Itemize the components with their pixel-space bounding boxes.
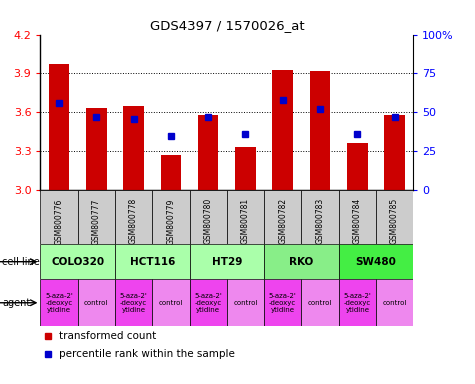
Bar xyxy=(152,190,190,244)
Bar xyxy=(40,244,115,279)
Bar xyxy=(115,279,152,326)
Text: GSM800784: GSM800784 xyxy=(353,198,362,245)
Text: HT29: HT29 xyxy=(212,257,242,267)
Text: control: control xyxy=(84,300,108,306)
Text: GSM800780: GSM800780 xyxy=(204,198,213,245)
Bar xyxy=(40,279,77,326)
Bar xyxy=(339,190,376,244)
Bar xyxy=(190,244,264,279)
Bar xyxy=(152,279,190,326)
Text: transformed count: transformed count xyxy=(59,331,156,341)
Bar xyxy=(264,244,339,279)
Text: GSM800783: GSM800783 xyxy=(315,198,324,245)
Text: 5-aza-2'
-deoxyc
ytidine: 5-aza-2' -deoxyc ytidine xyxy=(343,293,371,313)
Text: GSM800779: GSM800779 xyxy=(166,198,175,245)
Bar xyxy=(339,279,376,326)
Bar xyxy=(115,190,152,244)
Text: agent: agent xyxy=(2,298,30,308)
Bar xyxy=(190,279,227,326)
Text: control: control xyxy=(159,300,183,306)
Bar xyxy=(347,143,368,190)
Text: GSM800781: GSM800781 xyxy=(241,198,250,244)
Bar xyxy=(301,279,339,326)
Text: control: control xyxy=(382,300,407,306)
Bar xyxy=(235,147,256,190)
Bar xyxy=(264,190,302,244)
Text: GSM800782: GSM800782 xyxy=(278,198,287,244)
Text: RKO: RKO xyxy=(289,257,314,267)
Bar xyxy=(40,190,77,244)
Text: COLO320: COLO320 xyxy=(51,257,104,267)
Text: GSM800776: GSM800776 xyxy=(55,198,64,245)
Text: percentile rank within the sample: percentile rank within the sample xyxy=(59,349,235,359)
Bar xyxy=(227,279,264,326)
Bar xyxy=(86,108,106,190)
Title: GDS4397 / 1570026_at: GDS4397 / 1570026_at xyxy=(150,19,304,32)
Bar xyxy=(161,155,181,190)
Text: 5-aza-2'
-deoxyc
ytidine: 5-aza-2' -deoxyc ytidine xyxy=(45,293,73,313)
Text: control: control xyxy=(233,300,257,306)
Bar xyxy=(124,106,144,190)
Text: GSM800785: GSM800785 xyxy=(390,198,399,245)
Text: cell line: cell line xyxy=(2,257,40,267)
Bar xyxy=(376,190,413,244)
Bar xyxy=(190,190,227,244)
Bar xyxy=(198,115,218,190)
Text: SW480: SW480 xyxy=(355,257,397,267)
Bar xyxy=(264,279,302,326)
Text: control: control xyxy=(308,300,332,306)
Bar xyxy=(77,279,115,326)
Bar xyxy=(384,115,405,190)
Text: 5-aza-2'
-deoxyc
ytidine: 5-aza-2' -deoxyc ytidine xyxy=(120,293,147,313)
Bar xyxy=(301,190,339,244)
Bar xyxy=(49,65,69,190)
Bar xyxy=(77,190,115,244)
Bar xyxy=(273,70,293,190)
Bar xyxy=(227,190,264,244)
Text: 5-aza-2'
-deoxyc
ytidine: 5-aza-2' -deoxyc ytidine xyxy=(194,293,222,313)
Bar xyxy=(310,71,330,190)
Bar xyxy=(339,244,413,279)
Bar xyxy=(376,279,413,326)
Text: 5-aza-2'
-deoxyc
ytidine: 5-aza-2' -deoxyc ytidine xyxy=(269,293,296,313)
Text: GSM800778: GSM800778 xyxy=(129,198,138,245)
Text: GSM800777: GSM800777 xyxy=(92,198,101,245)
Bar xyxy=(115,244,190,279)
Text: HCT116: HCT116 xyxy=(130,257,175,267)
